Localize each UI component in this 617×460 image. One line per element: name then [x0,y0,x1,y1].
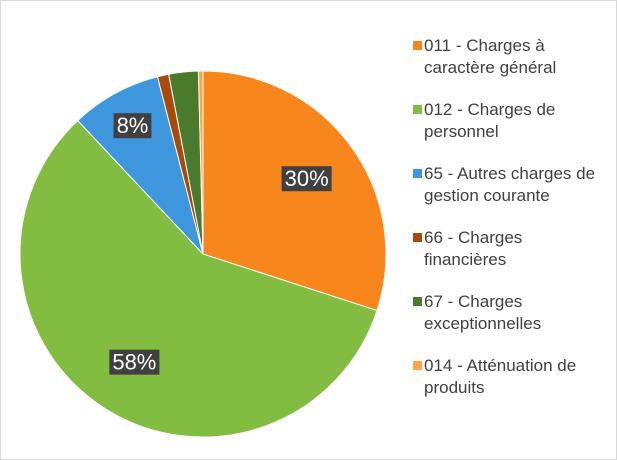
legend-item: 65 - Autres charges de gestion courante [413,163,603,207]
pie-slice [77,76,204,255]
data-label-text: 8% [117,113,149,138]
legend-item: 67 - Charges exceptionnelles [413,291,603,335]
data-label-box [281,166,332,192]
legend-item: 014 - Atténuation de produits [413,355,603,399]
data-label: 30% [281,166,332,192]
legend-label: 67 - Charges exceptionnelles [424,292,542,333]
legend-swatch [413,105,422,114]
legend-label: 012 - Charges de personnel [424,100,556,141]
data-label-box [109,349,160,375]
data-label-text: 30% [285,166,329,191]
legend-item: 66 - Charges financières [413,227,603,271]
legend-label: 011 - Charges à caractère général [424,36,557,77]
legend-swatch [413,361,422,370]
data-label: 58% [109,349,160,375]
pie-area: 30% 58% 8% [19,70,387,438]
legend-swatch [413,233,422,242]
legend-swatch [413,41,422,50]
pie-slice [197,70,204,255]
legend-item: 012 - Charges de personnel [413,99,603,143]
data-label-box [113,113,152,139]
legend: 011 - Charges à caractère général 012 - C… [413,35,603,399]
legend-item: 011 - Charges à caractère général [413,35,603,79]
legend-label: 66 - Charges financières [424,228,523,269]
pie-slice [19,119,378,438]
legend-swatch [413,297,422,306]
data-label: 8% [113,113,152,139]
data-label-text: 58% [112,350,156,375]
legend-swatch [413,169,422,178]
legend-label: 014 - Atténuation de produits [424,356,577,397]
legend-label: 65 - Autres charges de gestion courante [424,164,596,205]
